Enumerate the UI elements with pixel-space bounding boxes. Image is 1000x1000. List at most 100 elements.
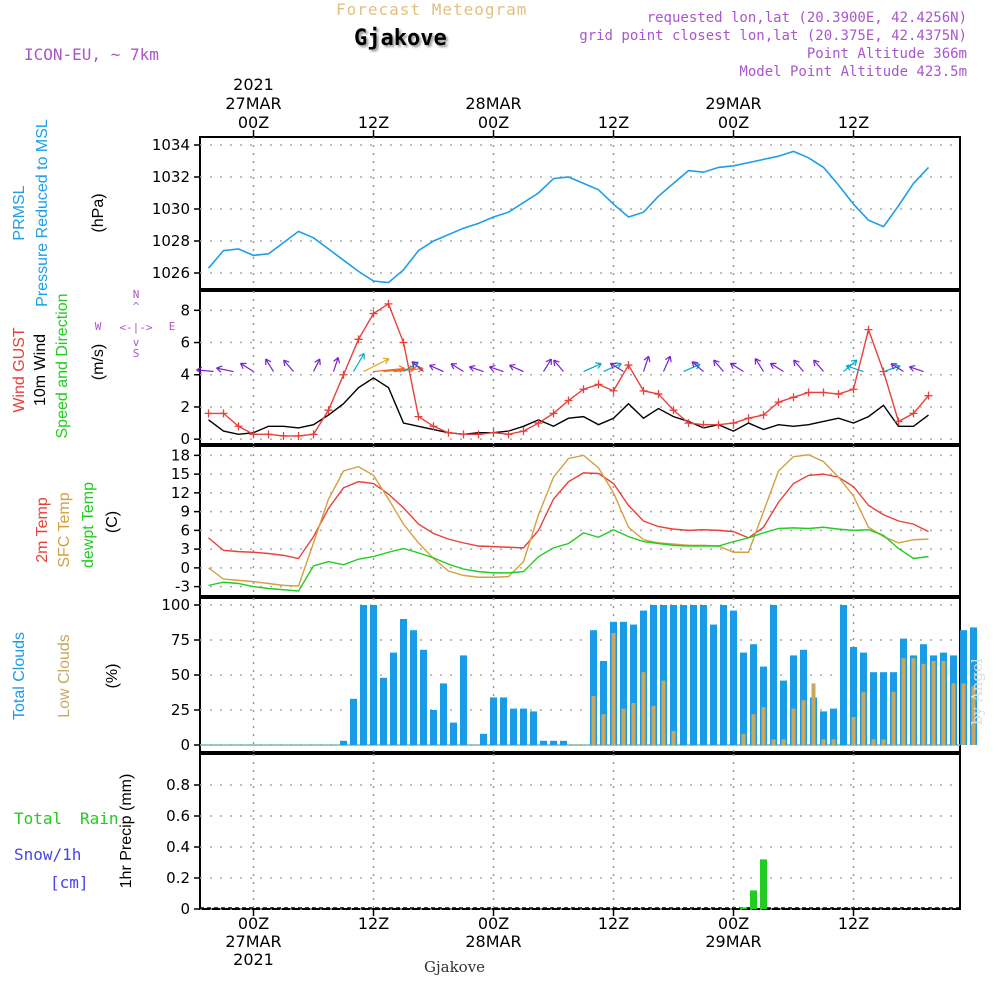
gust-marker <box>564 396 573 405</box>
wind-arrow-head <box>469 364 476 372</box>
total-cloud-bar <box>350 698 357 745</box>
total-cloud-bar <box>410 630 417 745</box>
low-cloud-bar <box>601 714 606 745</box>
wind-arrow-shaft <box>770 362 784 373</box>
model-name: ICON-EU, ~ 7km <box>24 45 159 64</box>
top-time-label: 27MAR <box>225 94 281 113</box>
wind-arrow-shaft <box>383 367 416 373</box>
location-title: Gjakove <box>354 26 447 51</box>
total-cloud-bar <box>430 710 437 745</box>
gust-marker <box>519 427 528 436</box>
compass-arrows: <-|-> <box>119 321 152 334</box>
gust-marker <box>414 412 423 421</box>
wind-direction-arrow <box>283 359 294 372</box>
bottom-time-label: 27MAR <box>225 932 281 951</box>
wind-arrow-shaft <box>583 363 602 373</box>
wind-direction-arrow <box>542 358 552 372</box>
sfc-temp-label: SFC Temp <box>56 492 73 567</box>
low-cloud-bar <box>741 733 746 745</box>
total-cloud-bar <box>740 652 747 745</box>
wind-arrow-shaft <box>411 361 424 372</box>
gust-marker <box>504 430 513 439</box>
wind-arrow-shaft <box>890 363 904 373</box>
wind-arrow-head <box>428 363 436 371</box>
wind-arrow-head <box>411 361 419 368</box>
wind-direction-arrow <box>909 364 924 373</box>
low-cloud-bar <box>651 705 656 745</box>
wind-arrow-shaft <box>909 366 924 373</box>
wind-arrow-shaft <box>489 366 504 373</box>
pressure-unit-label: (hPa) <box>90 193 107 232</box>
wind-direction-arrow <box>583 362 602 373</box>
total-cloud-bar <box>630 624 637 745</box>
wind-direction-arrow <box>769 362 784 373</box>
wind-direction-arrow <box>813 359 824 372</box>
top-time-label: 28MAR <box>465 94 521 113</box>
wind-arrow-shaft <box>332 357 339 372</box>
ytick-label: 6 <box>180 521 190 539</box>
bottom-time-label: 2021 <box>233 950 274 969</box>
wind-arrow-shaft <box>691 361 704 372</box>
panel-frame-3 <box>199 445 961 597</box>
wind-direction-arrow <box>411 361 424 372</box>
wind-direction-arrow <box>352 352 365 372</box>
total-cloud-bar <box>490 697 497 745</box>
gust-marker <box>699 420 708 429</box>
wind-arrow-head <box>553 359 560 367</box>
total-cloud-bar <box>760 666 767 745</box>
bottom-time-label: 12Z <box>838 914 869 933</box>
compass-south: S <box>133 347 140 360</box>
snow-label: Snow/1h <box>14 845 81 864</box>
precip-unit-label: 1hr Precip (mm) <box>118 774 135 889</box>
total-cloud-bar <box>560 740 567 745</box>
ytick-label: 3 <box>180 540 190 558</box>
total-cloud-bar <box>540 740 547 745</box>
point-altitude: Point Altitude 366m <box>806 46 967 62</box>
bottom-time-label: 12Z <box>358 914 389 933</box>
rain-bar <box>760 859 767 909</box>
gust-marker <box>309 430 318 439</box>
ytick-label: 1032 <box>152 168 190 186</box>
gust-marker <box>909 409 918 418</box>
gust-marker <box>789 393 798 402</box>
panel-frame-1 <box>199 136 961 290</box>
wind-direction-arrow <box>469 364 484 373</box>
wind-arrow-shaft <box>216 367 234 373</box>
total-clouds-label: Total Clouds <box>11 632 28 720</box>
wind-arrow-head <box>382 357 390 365</box>
ytick-label: 1026 <box>152 264 190 282</box>
wind-arrow-head <box>643 355 651 363</box>
wind-arrow-head <box>813 359 820 367</box>
gust-marker <box>234 422 243 431</box>
bottom-time-label: 28MAR <box>465 932 521 951</box>
ytick-label: 1028 <box>152 232 190 250</box>
bottom-time-label: 00Z <box>718 914 749 933</box>
wind-arrow-head <box>769 362 777 369</box>
total-cloud-bar <box>720 605 727 745</box>
wind-arrow-shaft <box>610 362 624 373</box>
dewpt-temp-line <box>208 526 929 592</box>
low-cloud-bar <box>641 672 646 745</box>
top-time-label: 2021 <box>233 75 274 94</box>
ytick-label: 6 <box>180 334 190 352</box>
low-cloud-bar <box>781 739 786 745</box>
total-cloud-bar <box>880 672 887 745</box>
gust-marker <box>474 430 483 439</box>
gust-marker <box>624 361 633 370</box>
total-cloud-bar <box>390 652 397 745</box>
total-cloud-bar <box>690 605 697 745</box>
gust-marker <box>669 406 678 415</box>
total-cloud-bar <box>840 605 847 745</box>
gust-marker <box>849 385 858 394</box>
wind-arrow-shaft <box>450 363 464 373</box>
gust-marker <box>729 419 738 428</box>
low-cloud-bar <box>851 717 856 745</box>
wind-direction-arrow <box>845 363 864 373</box>
wind-arrow-head <box>508 363 516 371</box>
ytick-label: 100 <box>161 596 190 614</box>
compass-south-arrow: v <box>133 336 140 349</box>
gust-marker <box>759 411 768 420</box>
wind-arrow-shaft <box>754 358 765 372</box>
wind-direction-arrow <box>428 363 444 373</box>
total-cloud-bar <box>600 661 607 745</box>
